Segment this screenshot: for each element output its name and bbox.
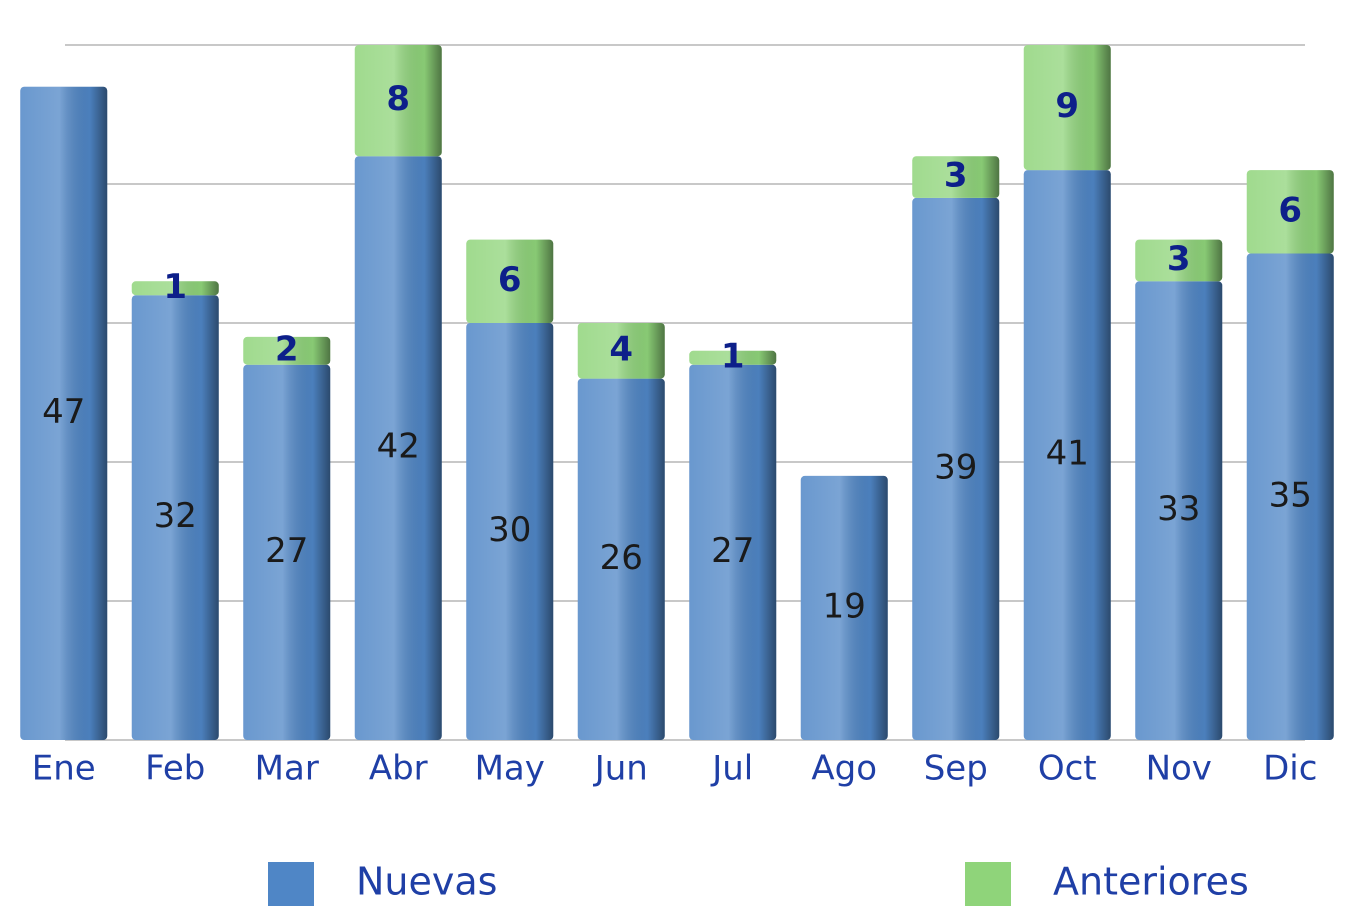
x-tick-label: Nov	[1146, 749, 1212, 789]
value-label: 3	[944, 156, 968, 196]
value-label: 39	[934, 447, 977, 487]
value-label: 1	[163, 267, 187, 307]
value-label: 33	[1157, 489, 1200, 529]
bar-shade	[1246, 253, 1334, 740]
legend-swatch	[965, 862, 1011, 906]
bar-shade	[912, 197, 1000, 740]
x-tick-label: Oct	[1038, 749, 1097, 789]
x-tick-label: Ago	[811, 749, 877, 789]
bar-shade	[689, 364, 777, 740]
bar-shade	[131, 281, 219, 296]
x-tick-label: Mar	[255, 749, 319, 789]
x-tick-label: Jun	[593, 749, 648, 789]
bar-shade	[131, 295, 219, 740]
bar-shade	[1246, 170, 1334, 254]
bar-shade	[243, 336, 331, 365]
value-label: 2	[275, 329, 299, 369]
value-label: 27	[711, 531, 754, 571]
bar-shade	[354, 156, 442, 740]
x-tick-label: Feb	[145, 749, 205, 789]
value-label: 32	[154, 496, 197, 536]
x-tick-label: Sep	[924, 749, 988, 789]
bar-shade	[243, 364, 331, 740]
bar-shade	[577, 323, 665, 379]
x-tick-label: May	[475, 749, 545, 789]
value-label: 30	[488, 510, 531, 550]
value-label: 27	[265, 531, 308, 571]
bar-shade	[1135, 281, 1223, 740]
legend-label: Nuevas	[356, 860, 497, 904]
value-label: 47	[42, 392, 85, 432]
value-label: 6	[1278, 190, 1302, 230]
value-label: 26	[600, 538, 643, 578]
value-label: 6	[498, 260, 522, 300]
bar-shade	[466, 239, 554, 323]
value-label: 35	[1269, 475, 1312, 515]
value-label: 4	[609, 329, 633, 369]
value-label: 42	[377, 427, 420, 467]
bar-shade	[20, 86, 108, 740]
value-label: 9	[1055, 86, 1079, 126]
bar-shade	[577, 378, 665, 740]
legend-label: Anteriores	[1053, 860, 1249, 904]
x-tick-label: Abr	[369, 749, 428, 789]
x-tick-label: Jul	[710, 749, 753, 789]
bar-shade	[354, 45, 442, 157]
value-label: 1	[721, 336, 745, 376]
bar-shade	[1023, 45, 1111, 171]
value-label: 8	[386, 79, 410, 119]
x-tick-label: Dic	[1263, 749, 1317, 789]
value-label: 3	[1167, 239, 1191, 279]
value-label: 19	[823, 586, 866, 626]
x-tick-label: Ene	[32, 749, 96, 789]
legend-swatch	[268, 862, 314, 906]
bar-shade	[1023, 170, 1111, 741]
bar-shade	[800, 475, 888, 740]
value-label: 41	[1046, 434, 1089, 474]
bar-shade	[466, 323, 554, 740]
bar-shade	[912, 156, 1000, 198]
bar-shade	[689, 350, 777, 365]
bar-shade	[1135, 239, 1223, 282]
